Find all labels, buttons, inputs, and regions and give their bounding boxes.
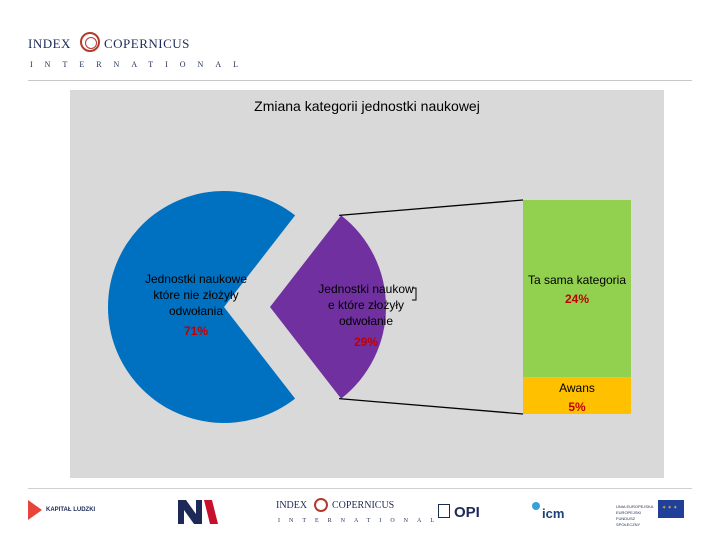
pie-value-no-appeal: 71%	[184, 324, 208, 338]
index-copernicus-logo: INDEX COPERNICUS INTERNATIONAL	[28, 30, 238, 76]
chart-panel: Zmiana kategorii jednostki naukowej Jedn…	[70, 90, 664, 478]
footer-logo-subtitle: INTERNATIONAL	[278, 518, 443, 524]
segment-value-same-category: 24%	[565, 292, 589, 306]
kapital-ludzki-text: KAPITAŁ LUDZKI	[46, 507, 96, 513]
ministry-logo	[178, 498, 218, 528]
icm-mark-icon	[532, 502, 540, 510]
eu-logo: UNIA EUROPEJSKA EUROPEJSKI FUNDUSZ SPOŁE…	[616, 498, 688, 528]
eu-flag-icon	[658, 500, 684, 518]
footer-logo-word-copernicus: COPERNICUS	[332, 500, 395, 511]
pie-slice-appeal	[270, 215, 387, 399]
pie-label-appeal-bracket	[412, 287, 417, 301]
segment-value-promotion: 5%	[568, 400, 586, 414]
segment-label-same-category: Ta sama kategoria	[528, 273, 626, 287]
opi-mark-icon	[438, 504, 450, 518]
chart-title: Zmiana kategorii jednostki naukowej	[254, 98, 480, 114]
pie-label-appeal: Jednostki naukow e które złożyły odwołanie	[318, 282, 414, 328]
eu-text: UNIA EUROPEJSKA EUROPEJSKI FUNDUSZ SPOŁE…	[616, 504, 654, 527]
connector-line-top	[339, 199, 524, 216]
breakdown-segment-same-category	[523, 200, 631, 378]
logo-subtitle: INTERNATIONAL	[30, 60, 250, 69]
ministry-mark-icon	[178, 500, 218, 524]
footer-index-copernicus-logo: INDEX COPERNICUS INTERNATIONAL	[276, 498, 434, 528]
footer-logo-word-index: INDEX	[276, 500, 308, 511]
kapital-ludzki-mark-icon	[28, 500, 42, 520]
footer-divider	[28, 488, 692, 489]
connector-line-bottom	[339, 398, 524, 415]
logo-word-copernicus: COPERNICUS	[104, 36, 190, 51]
segment-label-promotion: Awans	[559, 381, 595, 395]
pie-slice-no-appeal	[108, 190, 296, 423]
header-divider	[28, 80, 692, 81]
pie-of-bar-chart: Jednostki naukowe które nie złożyły odwoła…	[108, 190, 631, 423]
pie-label-no-appeal: Jednostki naukowe które nie złożyły odwoła…	[145, 272, 247, 318]
logo-word-index: INDEX	[28, 36, 71, 51]
footer-globe-icon	[314, 498, 328, 512]
pie-value-appeal: 29%	[354, 335, 378, 349]
globe-icon	[80, 32, 100, 52]
kapital-ludzki-logo: KAPITAŁ LUDZKI	[28, 498, 118, 528]
opi-logo: OPI	[438, 498, 488, 528]
icm-logo: icm	[532, 498, 574, 528]
opi-text: OPI	[454, 504, 480, 521]
icm-text: icm	[542, 506, 565, 521]
breakdown-segment-promotion	[523, 377, 631, 414]
